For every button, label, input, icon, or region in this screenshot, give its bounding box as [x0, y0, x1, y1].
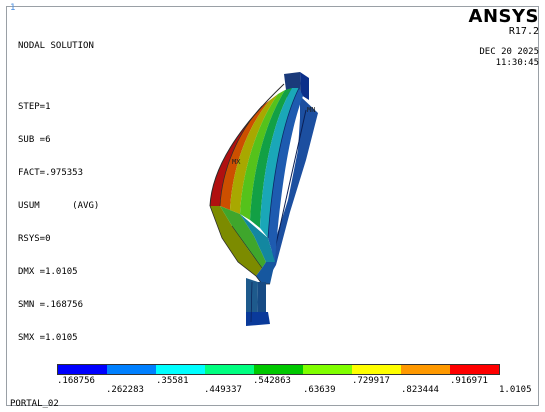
- model-name-label: PORTAL_02: [10, 399, 59, 409]
- legend-tick: .262283: [106, 385, 144, 395]
- contour-legend-bar: [57, 364, 500, 375]
- legend-tick: .823444: [401, 385, 439, 395]
- legend-tick: 1.0105: [499, 385, 532, 395]
- legend-color-segment: [450, 365, 499, 374]
- legend-color-segment: [58, 365, 107, 374]
- bottom-base: [246, 312, 270, 326]
- legend-tick: .916971: [450, 376, 488, 386]
- legend-tick: .168756: [57, 376, 95, 386]
- legend-tick: .729917: [352, 376, 390, 386]
- legend-color-segment: [303, 365, 352, 374]
- max-marker-label: MX: [232, 158, 240, 166]
- legend-color-segment: [107, 365, 156, 374]
- legend-color-segment: [156, 365, 205, 374]
- legend-tick: .449337: [204, 385, 242, 395]
- legend-color-segment: [352, 365, 401, 374]
- legend-tick: .542863: [253, 376, 291, 386]
- legend-color-segment: [254, 365, 303, 374]
- legend-color-segment: [401, 365, 450, 374]
- legend-tick: .35581: [156, 376, 189, 386]
- legend-color-segment: [205, 365, 254, 374]
- legend-tick: .63639: [303, 385, 336, 395]
- min-marker-label: MN: [307, 106, 315, 114]
